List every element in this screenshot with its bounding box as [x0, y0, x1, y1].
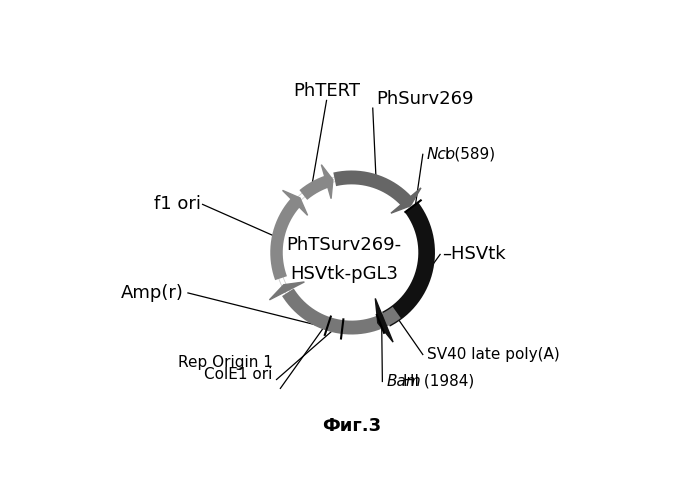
Text: Nco: Nco [427, 147, 456, 162]
Text: Amp(r): Amp(r) [121, 284, 184, 302]
Text: SV40 late poly(A): SV40 late poly(A) [427, 347, 559, 362]
Polygon shape [270, 282, 305, 300]
Polygon shape [391, 188, 421, 213]
Text: Фиг.3: Фиг.3 [322, 418, 381, 436]
Text: Bam: Bam [386, 374, 421, 389]
Text: ColE1 ori: ColE1 ori [204, 367, 272, 382]
Text: I (589): I (589) [445, 147, 495, 162]
Text: HSVtk-pGL3: HSVtk-pGL3 [290, 264, 398, 282]
Text: Rep Origin 1: Rep Origin 1 [178, 355, 272, 370]
Polygon shape [375, 298, 393, 342]
Text: f1 ori: f1 ori [154, 196, 201, 214]
Polygon shape [283, 190, 307, 216]
Text: PhTERT: PhTERT [293, 82, 360, 100]
Text: –HSVtk: –HSVtk [442, 246, 506, 264]
Text: PhSurv269: PhSurv269 [377, 90, 474, 108]
Polygon shape [321, 164, 333, 198]
Text: HI (1984): HI (1984) [403, 374, 475, 389]
Text: PhTSurv269-: PhTSurv269- [286, 236, 401, 254]
